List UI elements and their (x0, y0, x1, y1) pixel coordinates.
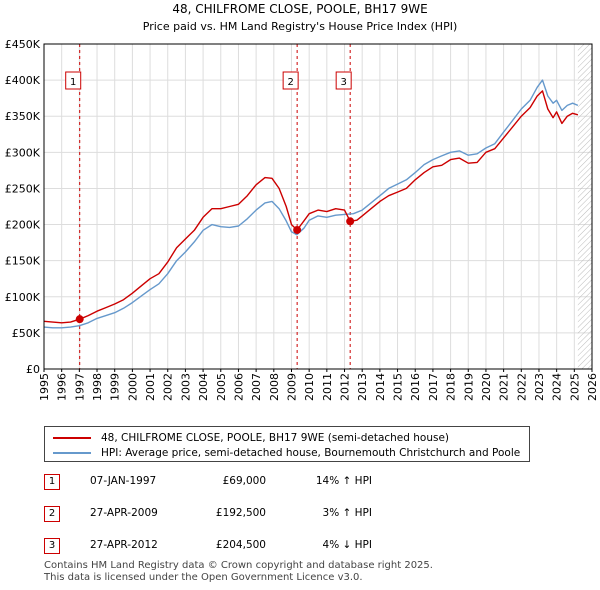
x-tick-label: 2005 (215, 373, 228, 401)
y-tick-label: £350K (5, 110, 41, 123)
sale-marker-box (335, 71, 352, 90)
x-tick-label: 2003 (179, 373, 192, 401)
y-tick-label: £300K (5, 146, 41, 159)
x-tick-label: 1997 (73, 373, 86, 401)
footer-attribution: Contains HM Land Registry data © Crown c… (44, 560, 433, 584)
y-tick-label: £50K (12, 327, 41, 340)
sale-point (75, 315, 84, 324)
footer-licence: This data is licensed under the Open Gov… (44, 572, 363, 583)
sale-point (293, 225, 302, 234)
x-tick-label: 1996 (56, 373, 69, 401)
sale-marker-label: 3 (340, 77, 346, 88)
footer-copyright: Contains HM Land Registry data © Crown c… (44, 560, 433, 571)
x-tick-label: 2006 (232, 373, 245, 401)
x-tick-label: 2022 (515, 373, 528, 401)
x-tick-label: 2018 (445, 373, 458, 401)
forecast-hatch-region (577, 44, 592, 369)
x-tick-label: 2002 (162, 373, 175, 401)
sale-marker-box (65, 71, 82, 90)
x-tick-label: 2004 (197, 373, 210, 401)
legend: 48, CHILFROME CLOSE, POOLE, BH17 9WE (se… (44, 426, 530, 462)
legend-item-property: 48, CHILFROME CLOSE, POOLE, BH17 9WE (se… (53, 430, 449, 446)
sale-number-badge: 1 (44, 474, 60, 490)
legend-item-hpi: HPI: Average price, semi-detached house,… (53, 445, 520, 461)
y-tick-label: £200K (5, 219, 41, 232)
sale-point (346, 217, 355, 226)
sale-hpi-comparison: 3% ↑ HPI (322, 507, 372, 519)
x-tick-label: 1995 (38, 373, 51, 401)
x-tick-label: 2021 (498, 373, 511, 401)
y-tick-label: £250K (5, 182, 41, 195)
sale-marker-label: 1 (70, 77, 76, 88)
legend-label-hpi: HPI: Average price, semi-detached house,… (101, 447, 521, 459)
sale-row: 1 07-JAN-1997 £69,000 14% ↑ HPI (44, 474, 444, 494)
property-series-line (43, 90, 579, 324)
x-tick-label: 2001 (144, 373, 157, 401)
chart-title: 48, CHILFROME CLOSE, POOLE, BH17 9WE (172, 2, 427, 16)
sale-row: 3 27-APR-2012 £204,500 4% ↓ HPI (44, 538, 444, 558)
sale-price: £69,000 (222, 475, 266, 487)
sale-row: 2 27-APR-2009 £192,500 3% ↑ HPI (44, 506, 444, 526)
x-tick-label: 2019 (462, 373, 475, 401)
sale-price: £204,500 (215, 539, 266, 551)
chart-subtitle: Price paid vs. HM Land Registry's House … (143, 20, 458, 33)
x-tick-label: 2026 (586, 373, 599, 401)
x-tick-label: 2011 (321, 373, 334, 401)
x-tick-label: 2008 (268, 373, 281, 401)
y-tick-label: £100K (5, 291, 41, 304)
x-tick-label: 2015 (392, 373, 405, 401)
x-tick-label: 1998 (91, 373, 104, 401)
y-tick-label: £150K (5, 255, 41, 268)
y-tick-label: £450K (5, 38, 41, 51)
plot-area: 1 2 3 £0 £50K £100K £150K £200K £250K £300K £350K £… (5, 38, 599, 401)
sale-hpi-comparison: 4% ↓ HPI (322, 539, 372, 551)
x-tick-label: 2016 (409, 373, 422, 401)
sale-hpi-comparison: 14% ↑ HPI (315, 475, 372, 487)
sale-date: 27-APR-2012 (90, 539, 158, 551)
x-tick-label: 2010 (303, 373, 316, 401)
x-tick-label: 2007 (250, 373, 263, 401)
x-tick-label: 2012 (339, 373, 352, 401)
plot-border (43, 43, 593, 370)
x-tick-label: 2013 (356, 373, 369, 401)
sale-marker-box (282, 71, 299, 90)
legend-swatch-property (53, 437, 91, 439)
y-tick-label: £0 (26, 363, 40, 376)
x-tick-label: 2023 (533, 373, 546, 401)
hpi-series-line (43, 79, 579, 329)
x-tick-label: 2024 (551, 373, 564, 401)
sale-number-badge: 2 (44, 506, 60, 522)
sale-date: 27-APR-2009 (90, 507, 158, 519)
x-tick-label: 2009 (285, 373, 298, 401)
plot-background (44, 44, 592, 369)
sale-marker-label: 2 (287, 77, 293, 88)
x-tick-label: 2020 (480, 373, 493, 401)
x-tick-label: 2014 (374, 373, 387, 401)
sale-price: £192,500 (215, 507, 266, 519)
x-tick-label: 2025 (568, 373, 581, 401)
sale-number-badge: 3 (44, 538, 60, 554)
x-tick-label: 2000 (126, 373, 139, 401)
x-tick-label: 1999 (109, 373, 122, 401)
sale-date: 07-JAN-1997 (90, 475, 157, 487)
x-tick-label: 2017 (427, 373, 440, 401)
legend-swatch-hpi (53, 452, 91, 454)
y-tick-label: £400K (5, 74, 41, 87)
price-chart: 48, CHILFROME CLOSE, POOLE, BH17 9WE Pri… (5, 2, 599, 401)
legend-label-property: 48, CHILFROME CLOSE, POOLE, BH17 9WE (se… (101, 432, 450, 444)
